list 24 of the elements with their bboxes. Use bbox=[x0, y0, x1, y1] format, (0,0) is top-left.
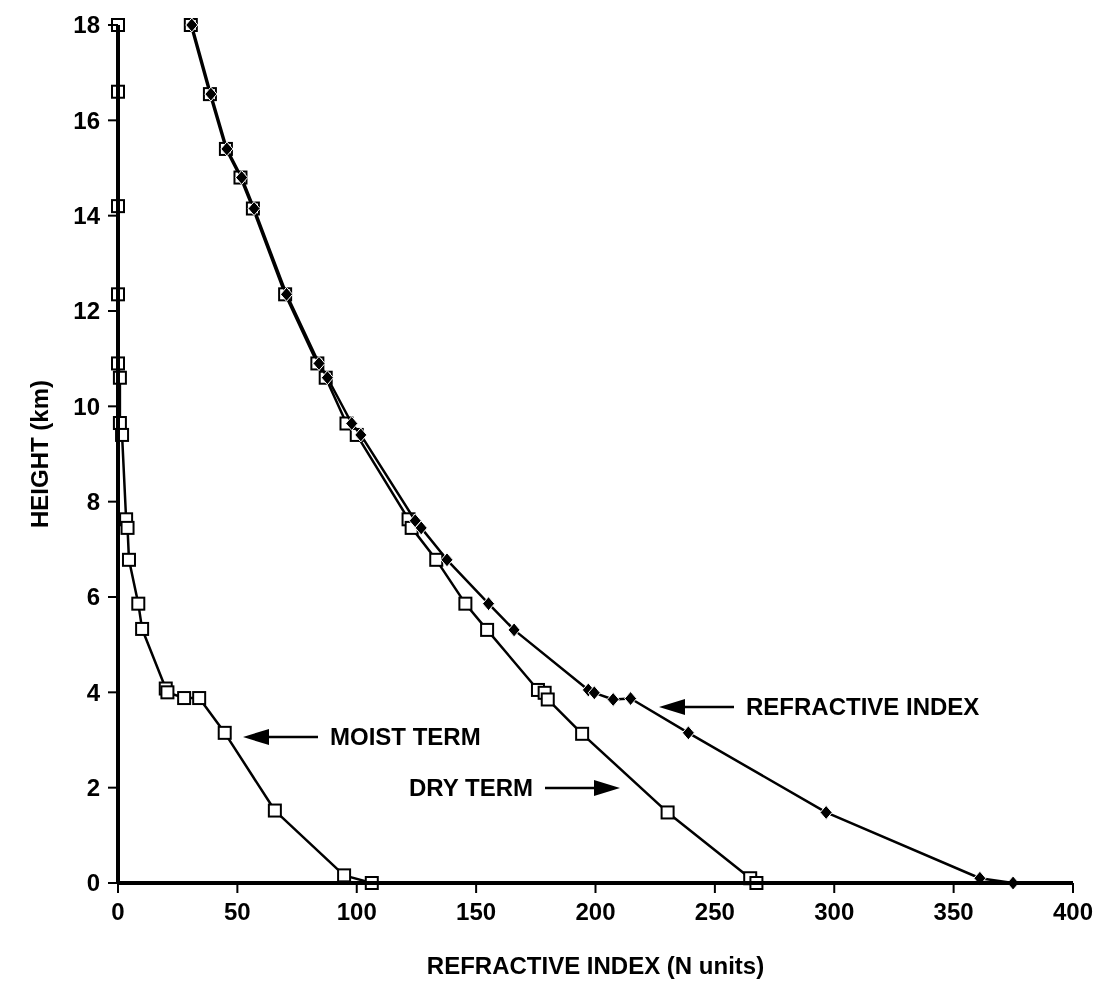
x-tick-label: 200 bbox=[575, 898, 616, 925]
y-tick-label: 8 bbox=[86, 488, 100, 516]
x-tick-label: 350 bbox=[933, 898, 974, 925]
x-tick-label: 100 bbox=[336, 898, 377, 925]
x-tick-label: 150 bbox=[456, 898, 497, 925]
y-tick-label: 6 bbox=[86, 583, 100, 611]
annotation: MOIST TERM bbox=[330, 723, 481, 751]
y-axis-title: HEIGHT (km) bbox=[26, 379, 53, 529]
y-tick-label: 18 bbox=[73, 11, 100, 39]
y-tick-label: 12 bbox=[73, 297, 100, 325]
x-tick-label: 0 bbox=[111, 898, 125, 925]
x-axis-title: REFRACTIVE INDEX (N units) bbox=[426, 952, 765, 979]
y-tick-label: 4 bbox=[86, 678, 101, 706]
x-tick-label: 50 bbox=[224, 898, 251, 925]
y-tick-label: 0 bbox=[86, 869, 100, 897]
y-tick-label: 2 bbox=[86, 774, 100, 802]
annotation: DRY TERM bbox=[408, 774, 533, 802]
x-tick-label: 300 bbox=[814, 898, 855, 925]
y-tick-label: 14 bbox=[73, 202, 101, 230]
annotation: REFRACTIVE INDEX bbox=[746, 693, 980, 721]
x-tick-label: 400 bbox=[1052, 898, 1094, 925]
x-tick-label: 250 bbox=[694, 898, 735, 925]
y-tick-label: 16 bbox=[73, 106, 100, 134]
y-tick-label: 10 bbox=[73, 392, 100, 420]
